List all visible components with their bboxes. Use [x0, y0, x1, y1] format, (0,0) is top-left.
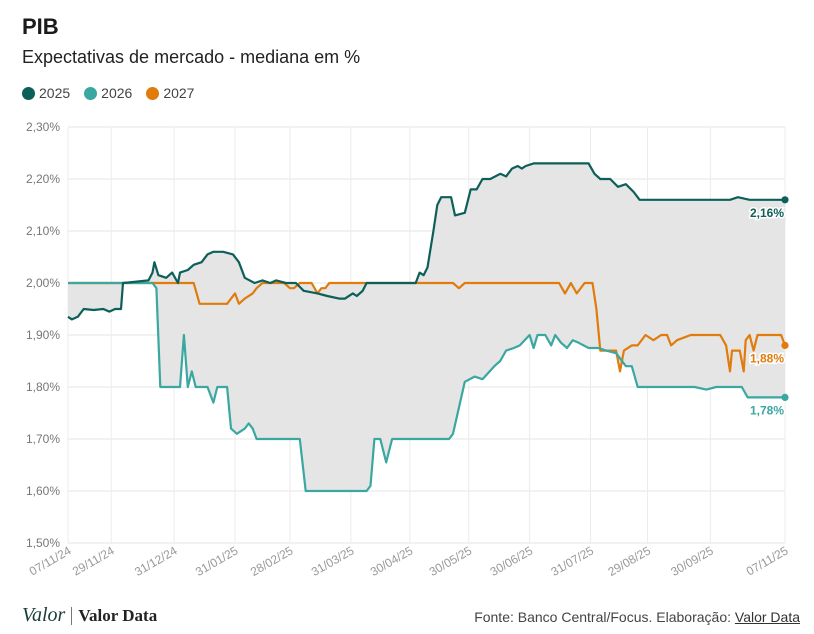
- legend-label-2027: 2027: [163, 85, 195, 101]
- line-chart: 2,30% 2,20% 2,10% 2,00% 1,90% 1,80% 1,70% 1,60%…: [26, 120, 791, 579]
- y-tick-label: 1,50%: [26, 536, 60, 550]
- end-point-2027: [781, 341, 789, 349]
- x-tick-label: 29/08/25: [606, 543, 654, 579]
- x-tick-label: 29/11/24: [70, 543, 117, 578]
- end-label-2027: 1,88%: [750, 351, 784, 365]
- legend-swatch-2025: [22, 86, 35, 100]
- x-tick-label: 31/03/25: [309, 543, 357, 579]
- series-line-2027: [68, 281, 787, 373]
- y-tick-label: 1,70%: [26, 432, 60, 446]
- chart-title: PIB: [22, 14, 59, 39]
- legend-label-2025: 2025: [39, 85, 71, 101]
- source-note: Fonte: Banco Central/Focus. Elaboração: …: [474, 609, 800, 625]
- logo-divider: [71, 606, 73, 625]
- y-tick-label: 2,10%: [26, 224, 60, 238]
- y-tick-label: 2,00%: [26, 276, 60, 290]
- end-label-2025: 2,16%: [750, 206, 784, 220]
- legend: 2025 2026 2027: [22, 85, 194, 101]
- x-tick-label: 31/12/24: [132, 543, 180, 579]
- chart-subtitle: Expectativas de mercado - mediana em %: [22, 47, 361, 67]
- y-tick-label: 1,90%: [26, 328, 60, 342]
- end-point-2025: [781, 196, 789, 204]
- legend-label-2026: 2026: [101, 85, 133, 101]
- x-tick-label: 07/11/25: [744, 543, 791, 578]
- footer-logo: Valor Valor Data: [22, 604, 157, 627]
- x-tick-label: 31/01/25: [193, 543, 241, 579]
- x-tick-label: 28/02/25: [248, 543, 296, 579]
- legend-item-2025[interactable]: 2025: [22, 85, 70, 101]
- y-tick-label: 2,30%: [26, 120, 60, 134]
- range-band: [68, 163, 785, 491]
- series-line-2025: [67, 162, 785, 321]
- y-tick-label: 2,20%: [26, 172, 60, 186]
- legend-swatch-2027: [146, 86, 160, 100]
- legend-swatch-2026: [84, 86, 98, 100]
- source-text: Fonte: Banco Central/Focus. Elaboração:: [474, 609, 735, 625]
- x-tick-label: 30/06/25: [488, 543, 536, 579]
- x-tick-label: 30/04/25: [368, 543, 416, 579]
- x-tick-label: 30/09/25: [668, 543, 716, 579]
- valor-logo: Valor: [22, 604, 66, 626]
- end-label-2026: 1,78%: [750, 403, 784, 417]
- legend-item-2027[interactable]: 2027: [146, 85, 194, 101]
- x-tick-label: 30/05/25: [427, 543, 475, 579]
- y-tick-label: 1,60%: [26, 484, 60, 498]
- legend-item-2026[interactable]: 2026: [84, 85, 132, 101]
- source-link[interactable]: Valor Data: [734, 609, 800, 625]
- valor-data-logo: Valor Data: [78, 605, 158, 625]
- end-point-2026: [781, 393, 789, 401]
- series-line-2026: [68, 281, 785, 493]
- y-tick-label: 1,80%: [26, 380, 60, 394]
- x-tick-label: 31/07/25: [549, 543, 597, 579]
